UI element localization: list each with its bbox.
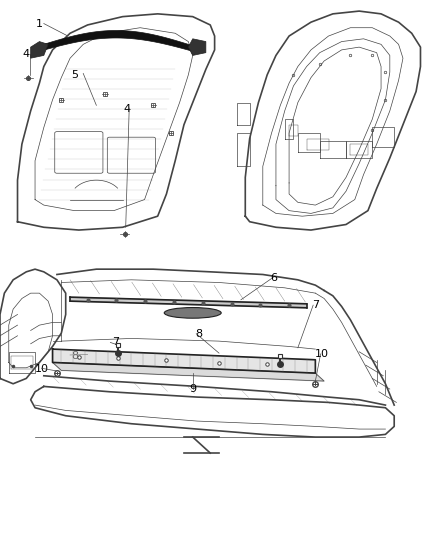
Text: 6: 6 — [270, 273, 277, 284]
Polygon shape — [31, 42, 48, 58]
Text: 8: 8 — [196, 329, 203, 340]
Text: 10: 10 — [35, 364, 49, 374]
Text: 7: 7 — [312, 300, 319, 310]
Polygon shape — [70, 297, 307, 308]
Text: 4: 4 — [124, 104, 131, 115]
Text: 7: 7 — [113, 337, 120, 348]
Ellipse shape — [164, 308, 221, 318]
Text: 1: 1 — [36, 19, 43, 29]
Polygon shape — [39, 30, 193, 51]
Text: 10: 10 — [315, 350, 329, 359]
Text: 5: 5 — [71, 70, 78, 80]
Text: 8: 8 — [71, 351, 78, 361]
Polygon shape — [53, 362, 324, 381]
Polygon shape — [188, 39, 206, 55]
Polygon shape — [53, 349, 315, 373]
Text: 9: 9 — [189, 384, 196, 394]
Text: 4: 4 — [23, 49, 30, 59]
